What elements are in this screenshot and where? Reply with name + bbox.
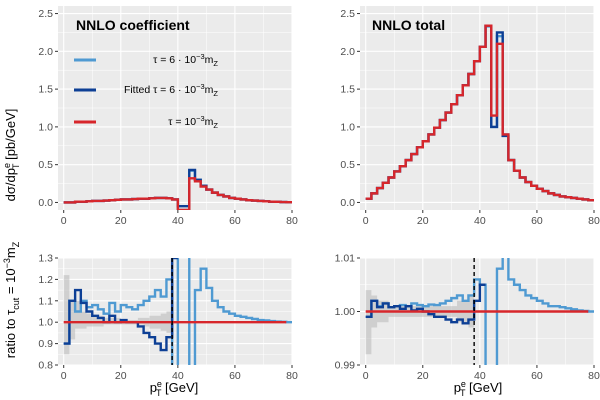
x-tick-label: 20 xyxy=(115,370,127,382)
x-axis-label-left: pe T [GeV] xyxy=(150,379,199,398)
y-tick-label: 1.2 xyxy=(38,274,53,286)
x-tick-label: 0 xyxy=(363,370,369,382)
x-tick-label: 0 xyxy=(61,370,67,382)
panel-bottom_right: 0.99 1.00 1.01 0 20 40 60 80 xyxy=(335,253,600,383)
x-tick-label: 60 xyxy=(229,215,241,227)
legend-entry-light-blue: τ = 6 · 10−3mZ xyxy=(153,52,218,68)
y-tick-label: 1.00 xyxy=(335,306,356,318)
y-tick-label: 1.5 xyxy=(340,84,355,96)
panel-top_left: 0.0 0.5 1.0 1.5 2.0 2.5 0 20 40 60 80 NNLO coeffici… xyxy=(38,6,298,227)
x-tick-label: 0 xyxy=(61,215,67,227)
series-red-line xyxy=(365,24,594,202)
legend-entry-red: τ = 10−3mZ xyxy=(168,114,218,130)
y-tick-label: 1.0 xyxy=(340,121,355,133)
y-tick-label: 2.0 xyxy=(38,46,53,58)
y-tick-label: 0.5 xyxy=(340,159,355,171)
y-tick-label: 0.5 xyxy=(38,159,53,171)
x-tick-label: 80 xyxy=(286,370,298,382)
y-tick-label: 1.01 xyxy=(335,253,356,265)
x-tick-label: 20 xyxy=(115,215,127,227)
y-tick-label: 0.99 xyxy=(335,360,356,372)
y-tick-label: 1.1 xyxy=(38,295,53,307)
y-tick-label: 1.3 xyxy=(38,253,53,265)
x-tick-label: 40 xyxy=(172,370,184,382)
y-axis-label-bottom: ratio to τcut = 10−3mZ xyxy=(2,241,21,358)
y-tick-label: 1.0 xyxy=(38,317,53,329)
y-tick-label: 0.0 xyxy=(38,197,53,209)
x-tick-label: 40 xyxy=(474,215,486,227)
legend-entry-dark-blue: Fitted τ = 6 · 10−3mZ xyxy=(124,82,218,98)
legend: τ = 6 · 10−3mZ Fitted τ = 6 · 10−3mZ τ =… xyxy=(74,52,218,130)
x-tick-label: 60 xyxy=(229,370,241,382)
panel-top_right: 0.0 0.5 1.0 1.5 2.0 2.5 0 20 40 60 80 NNLO total xyxy=(340,6,600,227)
panel-title: NNLO total xyxy=(372,17,445,33)
series-light-blue-line xyxy=(63,258,292,365)
x-tick-label: 20 xyxy=(417,370,429,382)
y-tick-label: 0.8 xyxy=(38,360,53,372)
panels-layer: 0.0 0.5 1.0 1.5 2.0 2.5 0 20 40 60 80 NNLO coeffici… xyxy=(38,6,600,383)
y-tick-label: 2.5 xyxy=(38,8,53,20)
x-tick-label: 40 xyxy=(474,370,486,382)
panel-title: NNLO coefficient xyxy=(76,17,190,33)
panel-bottom_left: 0.8 0.9 1.0 1.1 1.2 1.3 0 20 40 60 80 xyxy=(38,253,298,383)
x-tick-label: 80 xyxy=(286,215,298,227)
x-tick-label: 60 xyxy=(531,215,543,227)
series-red-line xyxy=(63,177,292,210)
x-axis-label-right: pe T [GeV] xyxy=(454,379,503,398)
y-tick-label: 1.5 xyxy=(38,84,53,96)
x-tick-label: 20 xyxy=(417,215,429,227)
y-tick-label: 2.0 xyxy=(340,46,355,58)
x-tick-label: 0 xyxy=(363,215,369,227)
x-tick-label: 40 xyxy=(172,215,184,227)
x-tick-label: 60 xyxy=(531,370,543,382)
uncertainty-band xyxy=(63,275,173,355)
y-tick-label: 1.0 xyxy=(38,121,53,133)
y-tick-label: 0.0 xyxy=(340,197,355,209)
y-tick-label: 2.5 xyxy=(340,8,355,20)
y-tick-label: 0.9 xyxy=(38,338,53,350)
x-tick-label: 80 xyxy=(588,370,600,382)
x-tick-label: 80 xyxy=(588,215,600,227)
y-axis-label-top: dσ/dpeT [pb/GeV] xyxy=(2,109,21,202)
